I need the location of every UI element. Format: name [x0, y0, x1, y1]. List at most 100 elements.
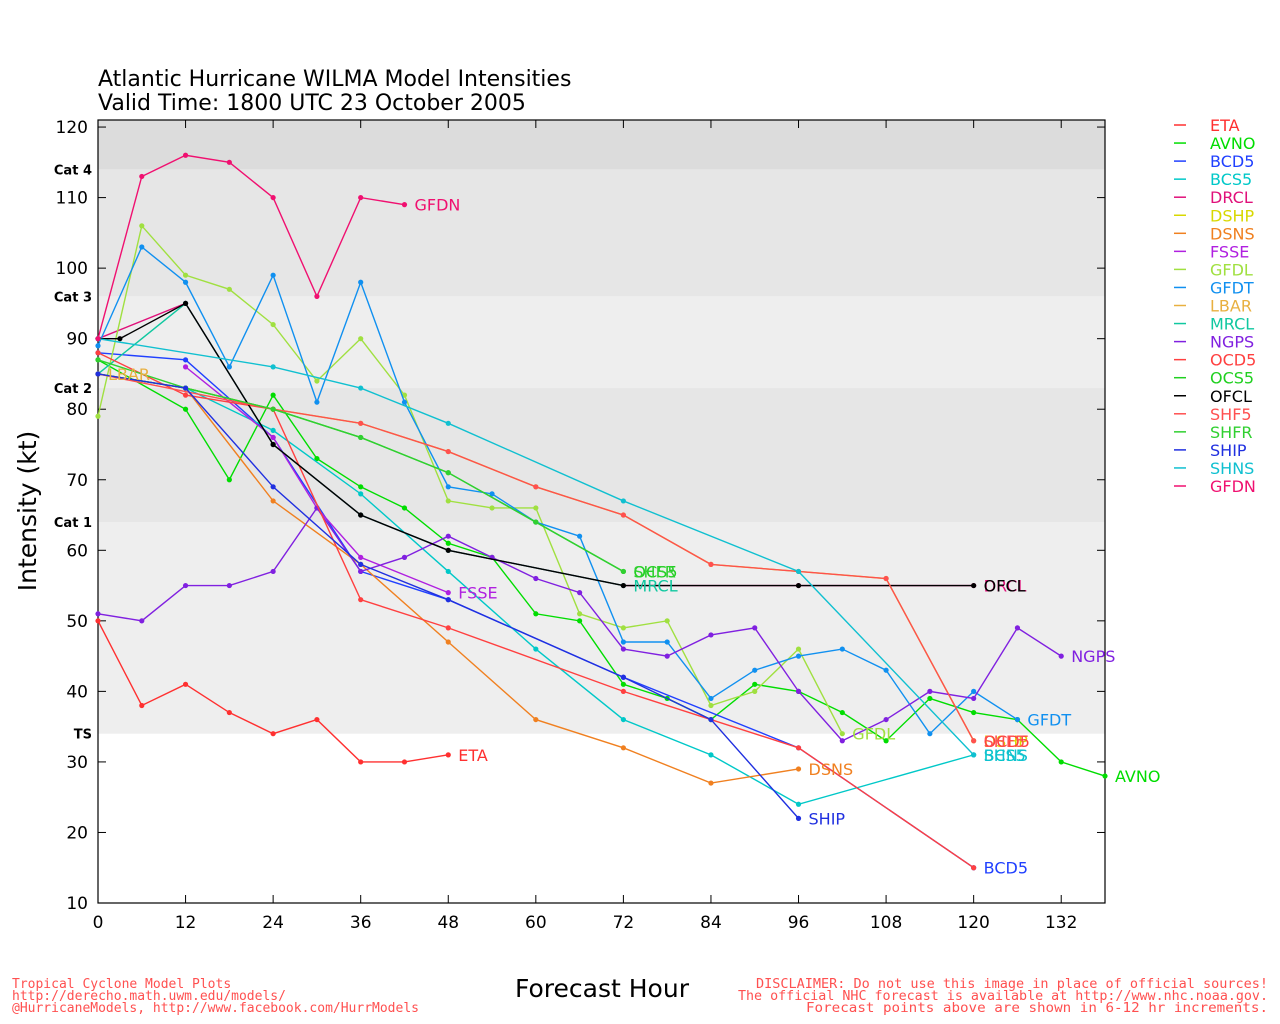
axes: 10 20 30 40 50 60 70 80 90 100 110 120 0 12 24 36 48 60 72… [56, 118, 1105, 933]
data-point-shns [795, 568, 802, 575]
y-tick-label: 110 [56, 189, 88, 209]
data-point-gfdl [708, 702, 714, 709]
data-point-ship [358, 561, 364, 568]
legend-label-ngps: NGPS [1210, 333, 1254, 352]
legend-label-shfr: SHFR [1210, 423, 1253, 442]
data-point-gfdt [708, 695, 714, 702]
legend-label-dsns: DSNS [1210, 224, 1255, 243]
data-point-gfdt [577, 533, 583, 539]
data-point-avno [445, 540, 451, 546]
data-point-ship [620, 674, 626, 680]
y-tick-label: 100 [56, 259, 88, 279]
data-point-bcs5 [445, 568, 451, 575]
data-point-avno [927, 695, 933, 702]
x-tick-label: 24 [262, 913, 284, 933]
data-point-gfdt [270, 272, 276, 278]
legend-label-avno: AVNO [1210, 134, 1255, 153]
legend-label-mrcl: MRCL [1210, 315, 1254, 334]
data-point-gfdn [270, 194, 276, 201]
data-point-shfr [270, 406, 276, 412]
plot-frame [97, 119, 1106, 904]
end-label-drcl: DRCL [984, 577, 1027, 596]
data-point-eta [445, 752, 451, 758]
y-tick-label: 40 [66, 682, 88, 702]
data-point-gfdt [971, 688, 977, 694]
data-point-bcd5 [182, 357, 189, 363]
end-label-fsse: FSSE [458, 584, 497, 603]
data-point-gfdn [139, 173, 145, 180]
data-point-shns [270, 364, 276, 370]
data-point-ngps [620, 646, 626, 652]
end-label-ngps: NGPS [1071, 647, 1115, 666]
data-point-gfdl [577, 611, 583, 617]
footer-left: Tropical Cyclone Model Plots http://dere… [12, 977, 419, 1016]
data-point-gfdl [664, 618, 670, 624]
data-point-shns [445, 420, 451, 426]
x-tick-label: 0 [93, 913, 104, 933]
data-point-gfdl [314, 378, 320, 384]
data-point-ngps [708, 632, 714, 638]
data-point-avno [1102, 773, 1108, 779]
data-point-gfdt [139, 244, 145, 250]
data-point-gfdt [664, 639, 670, 645]
data-point-bcs5 [358, 491, 364, 497]
end-labels: ETA AVNO BCD5 BCS5 DRCL DSHP DSNS FSSE GFDL GFDT L… [108, 196, 1160, 878]
series-line-ship [97, 373, 800, 819]
y-tick-label: 50 [66, 612, 88, 632]
series-line-gfdt [97, 245, 1018, 735]
data-point-ofcl [182, 300, 189, 307]
data-point-shf5 [971, 738, 977, 744]
legend: ETAAVNOBCD5BCS5DRCLDSHPDSNSFSSEGFDLGFDTL… [1174, 116, 1256, 496]
x-tick-label: 48 [437, 913, 459, 933]
data-point-shfr [445, 470, 451, 476]
chart-title: Atlantic Hurricane WILMA Model Intensiti… [98, 67, 571, 92]
data-point-ship [95, 371, 101, 377]
data-point-gfdt [226, 364, 232, 370]
data-point-eta [358, 759, 364, 765]
data-point-gfdl [795, 646, 802, 652]
data-point-gfdl [752, 688, 758, 694]
data-point-avno [883, 738, 889, 744]
end-label-ship: SHIP [809, 809, 846, 828]
data-point-gfdt [752, 667, 758, 673]
data-point-shf5 [358, 420, 364, 426]
data-point-avno [533, 611, 539, 617]
y-tick-label: 20 [66, 823, 88, 843]
data-point-gfdl [226, 286, 232, 292]
end-label-lbar: LBAR [108, 365, 150, 384]
data-point-shns [620, 498, 626, 504]
series-gfdt [95, 244, 1021, 737]
legend-label-bcd5: BCD5 [1210, 152, 1254, 171]
y-tick-label: 70 [66, 471, 88, 491]
series-eta [95, 618, 451, 765]
x-tick-label: 60 [525, 913, 547, 933]
data-point-dsns [533, 716, 539, 723]
footer-right-line-1: DISCLAIMER: Do not use this image in pla… [756, 977, 1268, 992]
data-point-ofcl [117, 336, 123, 342]
data-point-ngps [445, 533, 451, 539]
legend-label-ocs5: OCS5 [1210, 369, 1254, 388]
data-point-avno [620, 681, 626, 687]
data-point-bcs5 [708, 752, 714, 758]
data-point-gfdt [795, 653, 802, 659]
data-point-bcs5 [270, 427, 276, 433]
data-point-gfdl [533, 505, 539, 511]
x-tick-label: 96 [788, 913, 810, 933]
data-point-gfdl [401, 392, 408, 398]
y-axis-label: Intensity (kt) [13, 431, 42, 592]
end-label-avno: AVNO [1115, 767, 1160, 786]
data-point-shf5 [533, 484, 539, 490]
data-point-ocd5 [795, 745, 802, 751]
footer-right-line-3: Forecast points above are shown in 6-12 … [806, 1001, 1268, 1016]
series-gfdn [95, 152, 408, 342]
category-label: TS [74, 728, 92, 743]
legend-label-drcl: DRCL [1210, 188, 1253, 207]
data-point-ngps [226, 582, 232, 589]
data-point-gfdt [182, 279, 189, 285]
end-label-ocd5: OCD5 [984, 732, 1030, 751]
data-point-eta [401, 759, 408, 765]
legend-label-ocd5: OCD5 [1210, 351, 1256, 370]
data-point-eta [139, 702, 145, 709]
y-tick-label: 120 [56, 118, 88, 138]
